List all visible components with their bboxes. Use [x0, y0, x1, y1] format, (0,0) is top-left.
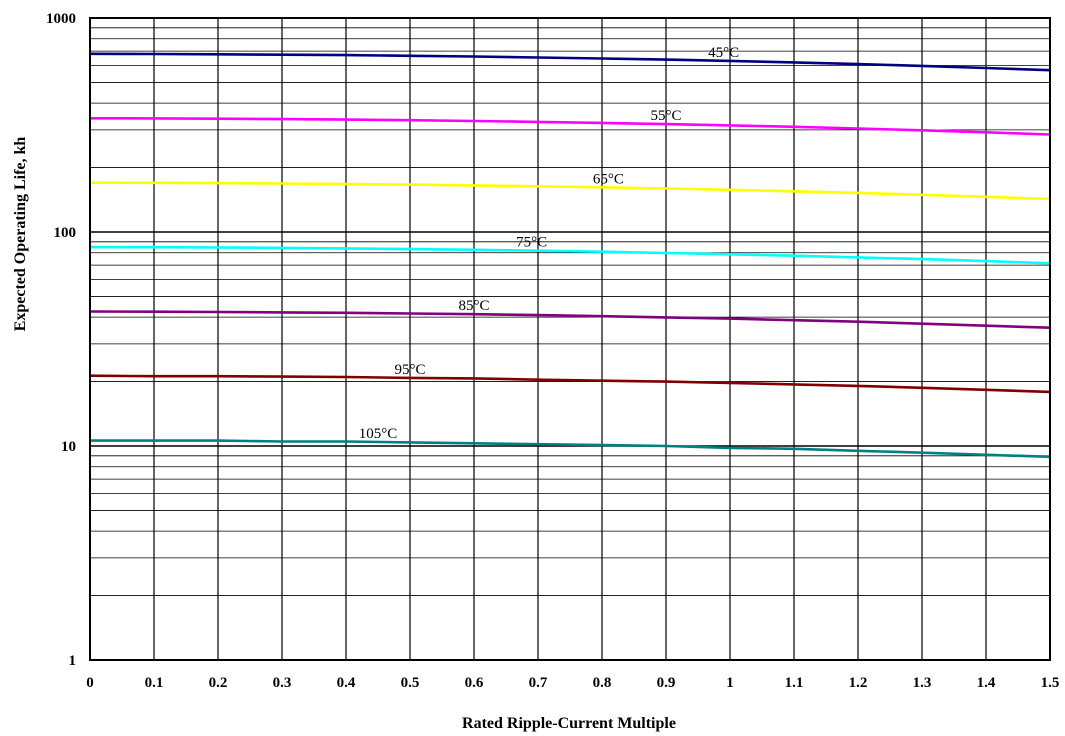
series-line	[90, 439, 1051, 459]
x-tick-label: 1.1	[785, 675, 804, 691]
series-label: 105°C	[359, 426, 398, 442]
series-label: 75°C	[516, 235, 547, 251]
series-label: 45°C	[708, 45, 739, 61]
series-lines	[89, 52, 1051, 459]
y-tick-label: 1000	[46, 11, 76, 27]
x-tick-label: 0.9	[657, 675, 676, 691]
y-tick-label: 1	[69, 653, 77, 669]
x-tick-label: 0.7	[529, 675, 548, 691]
x-tick-label: 1.2	[849, 675, 868, 691]
x-tick-label: 1.5	[1041, 675, 1060, 691]
x-tick-label: 0.1	[145, 675, 164, 691]
x-tick-label: 0.4	[337, 675, 356, 691]
series-labels: 45°C 55°C 65°C 75°C 85°C 95°C 105°C	[359, 45, 739, 442]
y-tick-label: 10	[61, 439, 76, 455]
x-tick-label: 1.3	[913, 675, 932, 691]
series-line	[89, 52, 1051, 72]
x-axis-label: Rated Ripple-Current Multiple	[462, 715, 676, 732]
y-tick-labels: 1 10 100 1000	[46, 11, 76, 669]
x-tick-label: 0.8	[593, 675, 612, 691]
y-tick-label: 100	[54, 225, 77, 241]
series-line	[89, 310, 1051, 329]
series-label: 95°C	[394, 362, 425, 378]
x-tick-labels: 0 0.1 0.2 0.3 0.4 0.5 0.6 0.7 0.8 0.9 1 1.1 1.2 1.3 1.…	[86, 675, 1059, 691]
y-axis-label: Expected Operating Life, kh	[12, 137, 29, 332]
x-tick-label: 0.5	[401, 675, 420, 691]
x-tick-label: 0.6	[465, 675, 484, 691]
x-tick-label: 1.4	[977, 675, 996, 691]
minor-gridlines	[90, 27, 1050, 596]
x-tick-label: 0.3	[273, 675, 292, 691]
series-line	[89, 374, 1051, 394]
series-label: 55°C	[650, 108, 681, 124]
x-tick-label: 0	[86, 675, 94, 691]
series-line	[89, 117, 1051, 136]
series-label: 85°C	[458, 298, 489, 314]
series-line	[89, 245, 1051, 265]
plot-frame	[89, 17, 1051, 661]
major-gridlines	[89, 17, 1051, 661]
series-line	[89, 181, 1051, 201]
x-tick-label: 0.2	[209, 675, 228, 691]
x-tick-label: 1	[726, 675, 734, 691]
series-label: 65°C	[593, 171, 624, 187]
